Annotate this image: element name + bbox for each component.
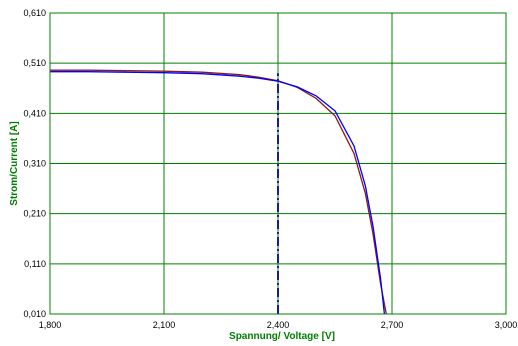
y-tick-label: 0,210 [23,209,46,219]
series-line-2 [50,71,386,315]
y-tick-label: 0,410 [23,108,46,118]
y-tick-label: 0,310 [23,159,46,169]
y-tick-label: 0,610 [23,8,46,18]
x-tick-label: 2,100 [153,320,176,330]
y-tick-label: 0,110 [24,259,46,269]
x-tick-label: 2,400 [267,320,290,330]
x-tick-label: 2,700 [381,320,404,330]
y-tick-label: 0,010 [23,309,46,319]
x-axis-title: Spannung/ Voltage [V] [229,331,335,342]
y-axis-title: Strom/Current [A] [9,121,20,205]
x-tick-label: 1,800 [39,320,62,330]
plot-border [49,12,507,315]
x-tick-label: 3,000 [495,320,518,330]
y-tick-label: 0,510 [23,58,46,68]
